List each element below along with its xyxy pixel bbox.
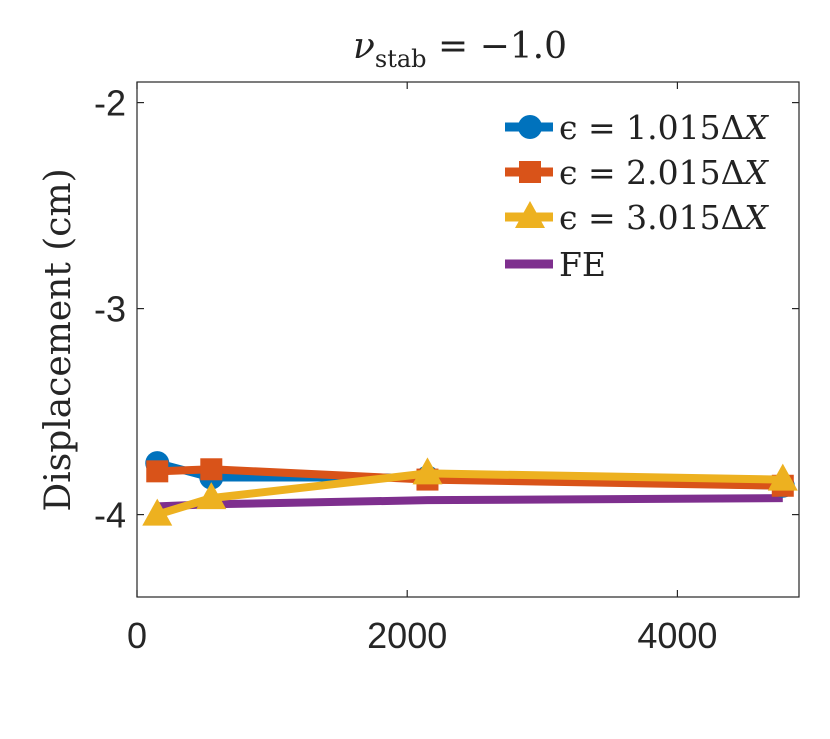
legend-label-tail: X: [741, 153, 769, 192]
x-tick-label: 2000: [367, 615, 447, 656]
legend-marker-1: [518, 115, 542, 139]
legend-label-head: ϵ = 2.015Δ: [559, 153, 744, 192]
title-rest: = −1.0: [427, 26, 567, 67]
x-tick-label: 0: [127, 615, 147, 656]
legend-label-head: ϵ = 1.015Δ: [559, 108, 744, 147]
data-point-s3-3: [412, 457, 443, 485]
title-subscript: stab: [375, 45, 427, 73]
title-symbol: ν: [353, 26, 375, 67]
legend-label-tail: X: [741, 198, 769, 237]
x-tick-label: 4000: [637, 615, 717, 656]
legend-label-tail: X: [741, 108, 769, 147]
title-text: νstab = −1.0: [353, 26, 567, 73]
data-point-s3-4: [767, 463, 798, 491]
data-point-s3-1: [142, 498, 173, 526]
y-tick-label: -2: [94, 83, 126, 124]
legend-label-head: FE: [559, 245, 606, 284]
legend-label-head: ϵ = 3.015Δ: [559, 198, 744, 237]
axes-box: [136, 81, 800, 598]
y-tick-label: -3: [94, 289, 126, 330]
data-point-s2-1: [146, 460, 169, 483]
legend-label-4: FE: [559, 245, 606, 284]
y-axis-label: Displacement (cm): [38, 168, 79, 511]
legend-marker-2: [519, 161, 541, 183]
legend-label-2: ϵ = 2.015ΔX: [559, 153, 769, 192]
series-line-2: [157, 465, 783, 490]
y-tick-label: -4: [94, 495, 126, 536]
axes: 0 2000 4000 -2 -3 -4 Displacement (cm): [38, 81, 800, 656]
series-layer: [142, 451, 798, 526]
legend-label-3: ϵ = 3.015ΔX: [559, 198, 769, 237]
series-line-4: [157, 494, 783, 511]
legend-marker-3: [515, 201, 545, 228]
data-point-s2-2: [200, 458, 223, 481]
chart-title: νstab = −1.0: [353, 26, 567, 73]
data-point-s3-2: [196, 482, 227, 510]
legend-label-1: ϵ = 1.015ΔX: [559, 108, 769, 147]
series-line-3: [156, 469, 783, 519]
